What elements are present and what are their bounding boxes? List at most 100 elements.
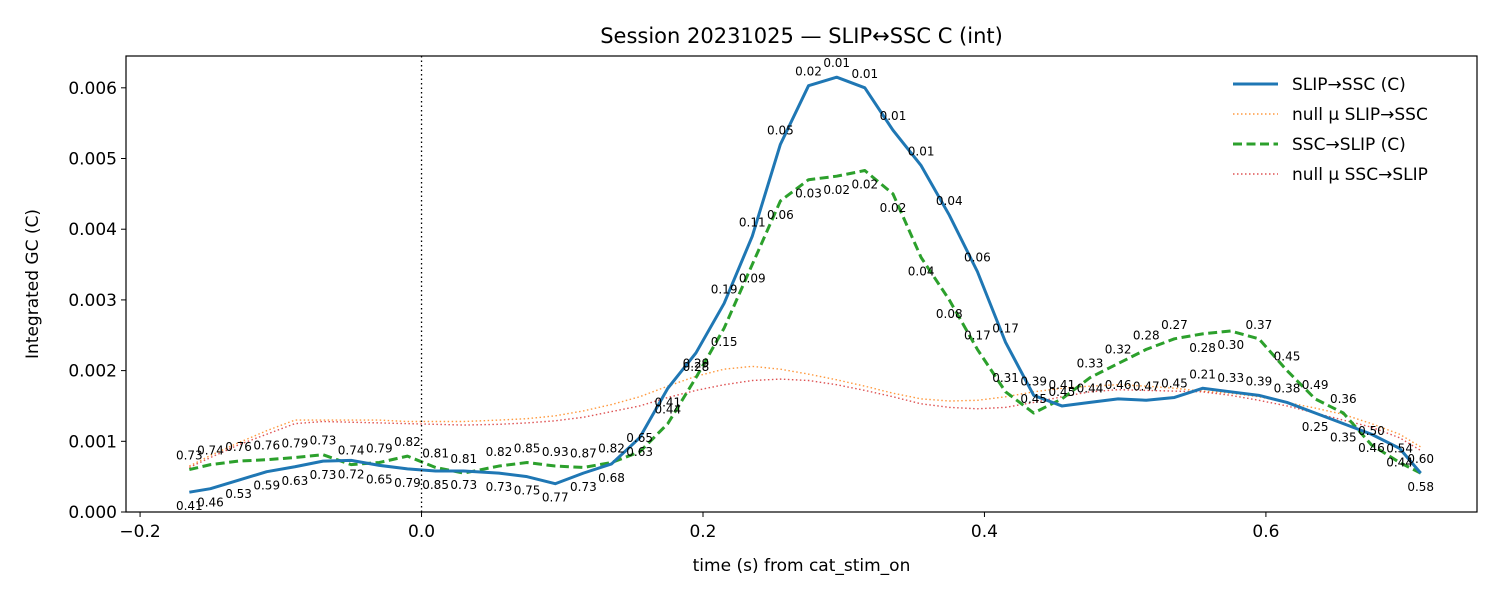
x-tick-label: −0.2 (119, 522, 160, 542)
point-labels-layer: 0.410.460.530.59 0.63 0.73 0.72 0.65 0.79 0.85… (176, 56, 1434, 513)
point-p-value-label: 0.82 (598, 442, 625, 456)
point-p-value-label: 0.15 (711, 335, 738, 349)
point-p-value-label: 0.36 (1330, 392, 1357, 406)
point-p-value-label: 0.82 (486, 445, 513, 459)
x-tick-label: 0.6 (1252, 522, 1279, 542)
axes-frame (125, 55, 1478, 513)
legend-label-3: null μ SSC→SLIP (1292, 165, 1428, 185)
point-p-value-label: 0.79 (366, 442, 393, 456)
point-p-value-label: 0.45 (1161, 376, 1188, 390)
point-p-value-label: 0.41 (654, 395, 681, 409)
point-p-value-label: 0.02 (823, 183, 850, 197)
point-p-value-label: 0.38 (1274, 381, 1301, 395)
point-p-value-label: 0.30 (1217, 338, 1244, 352)
point-p-value-label: 0.46 (197, 496, 224, 510)
point-p-value-label: 0.35 (1330, 431, 1357, 445)
point-p-value-label: 0.41 (176, 499, 203, 513)
point-p-value-label: 0.75 (514, 484, 541, 498)
ticks-layer: −0.2 0.0 0.2 0.4 0.6 0.000 0.001 0.002 0.003 0.00… (68, 79, 1279, 542)
point-p-value-label: 0.73 (310, 434, 337, 448)
point-p-value-label: 0.81 (450, 452, 477, 466)
point-p-value-label: 0.73 (570, 480, 597, 494)
point-p-value-label: 0.73 (310, 468, 337, 482)
point-p-value-label: 0.68 (598, 471, 625, 485)
point-p-value-label: 0.31 (992, 371, 1019, 385)
point-p-value-label: 0.49 (1302, 378, 1329, 392)
point-p-value-label: 0.44 (654, 403, 681, 417)
point-p-value-label: 0.33 (1077, 357, 1104, 371)
point-p-value-label: 0.65 (366, 472, 393, 486)
legend: SLIP→SSC (C) null μ SLIP→SSC SSC→SLIP (C) n… (1233, 75, 1428, 185)
point-p-value-label: 0.76 (253, 439, 280, 453)
point-p-value-label: 0.58 (1407, 480, 1434, 494)
point-p-value-label: 0.39 (1246, 374, 1273, 388)
point-p-value-label: 0.29 (683, 357, 710, 371)
y-tick-label: 0.004 (68, 220, 117, 240)
series-line-2 (188, 169, 1422, 475)
point-p-value-label: 0.03 (795, 187, 822, 201)
x-tick-label: 0.0 (408, 522, 435, 542)
legend-label-2: SSC→SLIP (C) (1292, 135, 1406, 155)
series-line-0 (189, 75, 1422, 494)
point-p-value-label: 0.25 (1302, 420, 1329, 434)
x-tick-label: 0.4 (971, 522, 998, 542)
point-p-value-label: 0.47 (1133, 379, 1160, 393)
point-p-value-label: 0.17 (964, 328, 991, 342)
point-p-value-label: 0.74 (338, 444, 365, 458)
point-p-value-label: 0.21 (1189, 367, 1216, 381)
series-line-1 (189, 365, 1422, 467)
legend-label-0: SLIP→SSC (C) (1292, 75, 1406, 95)
point-p-value-label: 0.06 (767, 208, 794, 222)
point-p-value-label: 0.44 (1386, 455, 1413, 469)
point-p-value-label: 0.01 (851, 67, 878, 81)
point-p-value-label: 0.37 (1246, 318, 1273, 332)
point-p-value-label: 0.02 (880, 201, 907, 215)
point-p-value-label: 0.39 (1020, 374, 1047, 388)
point-p-value-label: 0.46 (1358, 441, 1385, 455)
point-p-value-label: 0.53 (225, 487, 252, 501)
y-tick-label: 0.006 (68, 79, 117, 99)
point-p-value-label: 0.45 (1274, 350, 1301, 364)
y-tick-label: 0.005 (68, 150, 117, 170)
legend-label-1: null μ SLIP→SSC (1292, 105, 1428, 125)
point-p-value-label: 0.11 (739, 215, 766, 229)
point-p-value-label: 0.01 (880, 109, 907, 123)
point-p-value-label: 0.04 (936, 194, 963, 208)
y-tick-label: 0.003 (68, 291, 117, 311)
chart-title: Session 20231025 — SLIP↔SSC C (int) (600, 24, 1003, 48)
point-p-value-label: 0.60 (1407, 452, 1434, 466)
y-axis-label: Integrated GC (C) (23, 209, 43, 359)
point-p-value-label: 0.08 (936, 307, 963, 321)
point-p-value-label: 0.32 (1105, 343, 1132, 357)
point-p-value-label: 0.41 (1048, 378, 1075, 392)
point-p-value-label: 0.85 (422, 478, 449, 492)
point-p-value-label: 0.63 (282, 474, 309, 488)
point-p-value-label: 0.81 (422, 446, 449, 460)
point-p-value-label: 0.27 (1161, 318, 1188, 332)
y-tick-label: 0.001 (68, 432, 117, 452)
point-p-value-label: 0.09 (739, 272, 766, 286)
point-p-value-label: 0.46 (1105, 378, 1132, 392)
point-p-value-label: 0.73 (176, 449, 203, 463)
point-p-value-label: 0.28 (1133, 328, 1160, 342)
point-p-value-label: 0.79 (394, 476, 421, 490)
point-p-value-label: 0.01 (823, 56, 850, 70)
point-p-value-label: 0.59 (253, 479, 280, 493)
point-p-value-label: 0.72 (338, 467, 365, 481)
point-p-value-label: 0.01 (908, 145, 935, 159)
point-p-value-label: 0.02 (851, 178, 878, 192)
point-p-value-label: 0.04 (908, 264, 935, 278)
point-p-value-label: 0.73 (450, 478, 477, 492)
point-p-value-label: 0.63 (626, 445, 653, 459)
point-p-value-label: 0.17 (992, 321, 1019, 335)
x-tick-label: 0.2 (689, 522, 716, 542)
point-p-value-label: 0.45 (1048, 385, 1075, 399)
point-p-value-label: 0.50 (1358, 424, 1385, 438)
point-p-value-label: 0.44 (1077, 381, 1104, 395)
x-axis-label: time (s) from cat_stim_on (693, 556, 911, 576)
point-p-value-label: 0.77 (542, 491, 569, 505)
point-p-value-label: 0.54 (1386, 442, 1413, 456)
point-p-value-label: 0.02 (795, 65, 822, 79)
